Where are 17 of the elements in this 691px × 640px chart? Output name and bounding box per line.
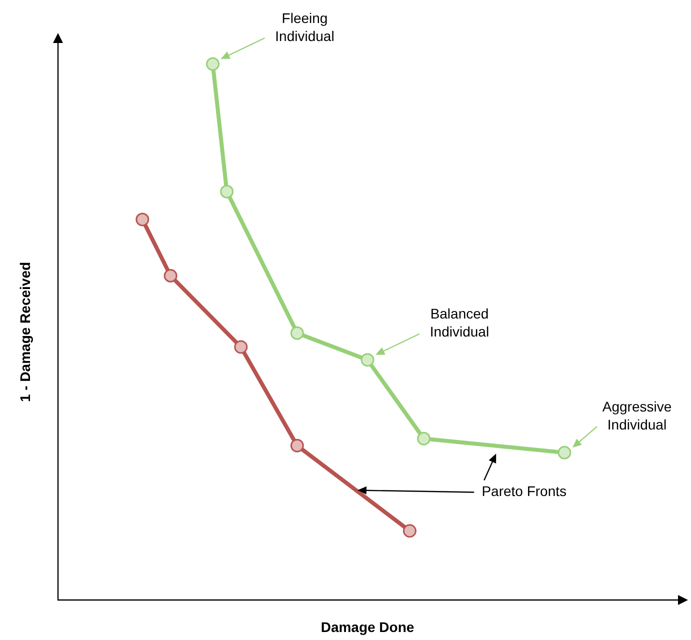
point [402,524,416,538]
point [136,212,150,226]
point [360,353,374,367]
point [290,438,304,452]
text: Fleeing Individual [275,10,334,44]
annotation: Pareto Fronts [482,483,567,500]
point [220,184,234,198]
x-axis-title: Damage Done [320,618,414,635]
annotation: Aggressive Individual [602,398,672,432]
annotation: Balanced Individual [430,306,490,340]
point [290,326,304,340]
point [164,268,178,282]
point [206,57,220,71]
point [417,432,431,446]
point [234,340,248,354]
point [558,446,572,460]
y-axis-title: 1 - Damage Received [16,262,33,402]
